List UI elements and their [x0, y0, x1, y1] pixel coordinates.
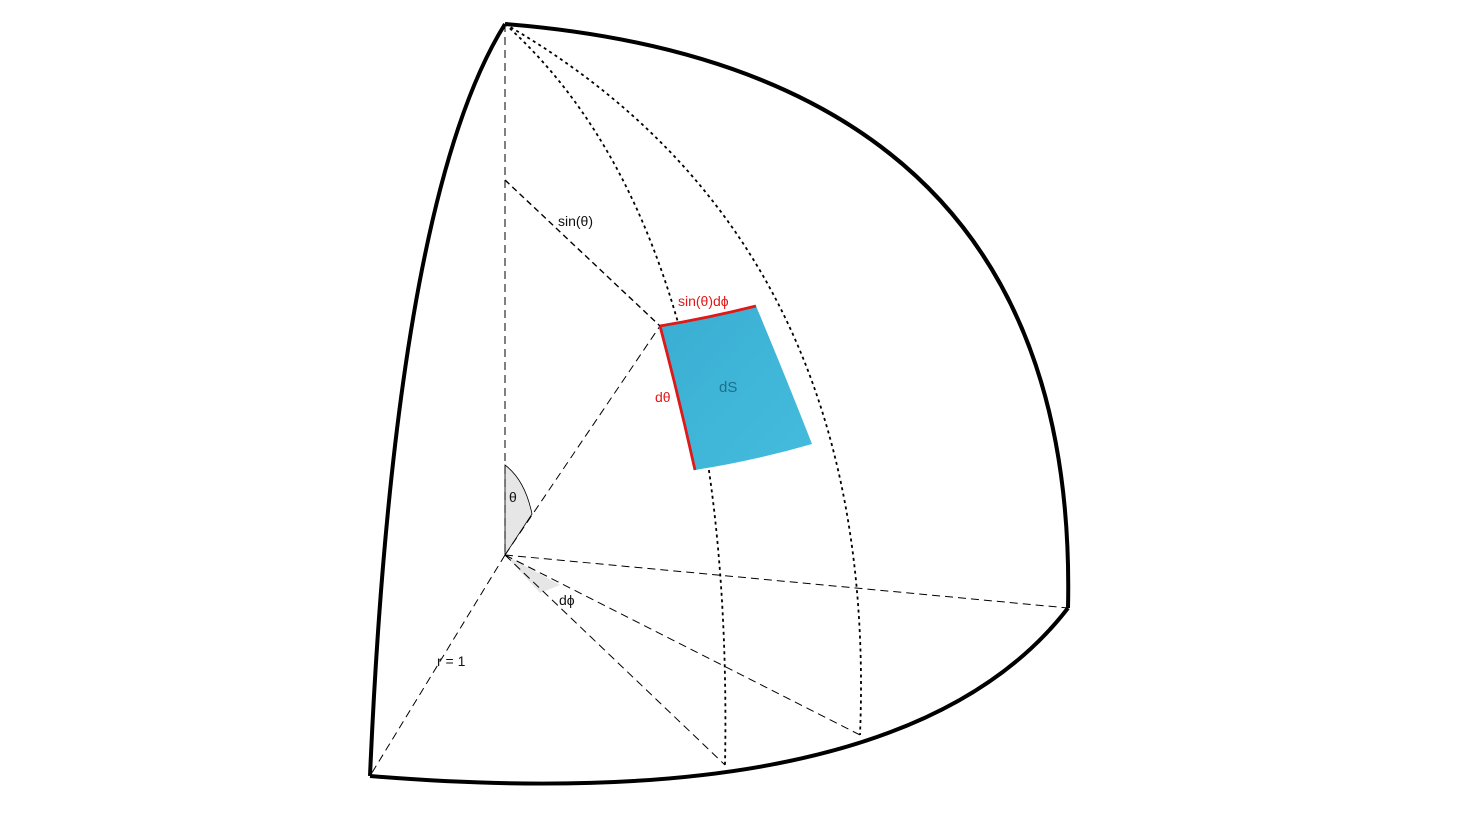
- outline-bottom-arc: [369, 606, 1070, 786]
- radial-lines: [369, 24, 1069, 777]
- sin-theta-dphi-label: sin(θ)dϕ: [678, 293, 729, 309]
- radius-line-to-patch: [504, 325, 661, 556]
- radius-line-to-right: [504, 554, 1069, 609]
- dphi-angle-wedge: [505, 555, 560, 593]
- radius-line-dphi-b: [504, 554, 861, 736]
- ds-surface-patch: [660, 306, 812, 470]
- radius-line-dphi-a: [504, 554, 726, 766]
- outline-top-right-arc: [504, 22, 1071, 609]
- radius-label: r = 1: [437, 653, 466, 669]
- sin-theta-label: sin(θ): [558, 213, 593, 229]
- d-phi-label: dϕ: [559, 592, 575, 608]
- sin-theta-dphi-edge: [659, 304, 757, 328]
- ds-label: dS: [719, 379, 737, 396]
- sin-theta-line: [504, 179, 661, 327]
- d-theta-edge: [658, 325, 697, 471]
- octant-outline: [368, 22, 1071, 786]
- meridian-arc-2: [504, 23, 862, 736]
- radius-line-to-base: [369, 554, 506, 777]
- meridian-arcs: [504, 23, 862, 766]
- d-theta-label: dθ: [655, 389, 671, 405]
- meridian-arc-1: [504, 23, 727, 766]
- outline-left-arc: [368, 22, 507, 777]
- theta-angle-wedge: [504, 464, 533, 557]
- theta-label: θ: [509, 489, 517, 505]
